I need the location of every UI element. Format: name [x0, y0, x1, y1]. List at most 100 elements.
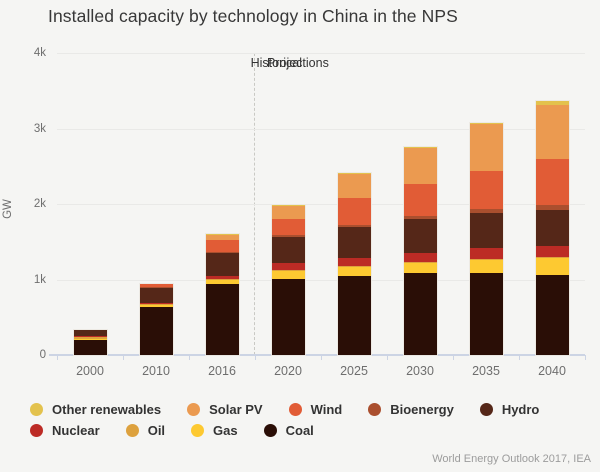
legend-label: Hydro	[501, 402, 540, 417]
legend-swatch-solar-pv	[187, 403, 201, 416]
gridline-3k	[57, 128, 585, 130]
projections-label: Projections	[267, 56, 329, 70]
segment-gas-2025[interactable]	[337, 266, 371, 277]
segment-gas-2030[interactable]	[403, 262, 437, 274]
segment-bioenergy-2030[interactable]	[403, 216, 437, 220]
bar-2040	[535, 101, 569, 355]
legend-item-other-renewables[interactable]: Other renewables	[30, 402, 161, 417]
segment-other-renewables-2025[interactable]	[337, 172, 371, 174]
segment-bioenergy-2025[interactable]	[337, 224, 371, 227]
segment-oil-2020[interactable]	[271, 269, 305, 271]
segment-coal-2025[interactable]	[337, 276, 371, 355]
segment-gas-2010[interactable]	[139, 305, 173, 308]
segment-bioenergy-2016[interactable]	[205, 251, 239, 253]
segment-gas-2040[interactable]	[535, 257, 569, 275]
bar-stack-2030	[403, 146, 437, 355]
legend-item-bioenergy[interactable]: Bioenergy	[368, 402, 454, 417]
segment-coal-2030[interactable]	[403, 273, 437, 355]
segment-other-renewables-2030[interactable]	[403, 146, 437, 148]
legend-label: Bioenergy	[390, 402, 454, 417]
segment-solar-pv-2020[interactable]	[271, 204, 305, 219]
segment-wind-2020[interactable]	[271, 218, 305, 236]
legend-item-nuclear[interactable]: Nuclear	[30, 423, 100, 438]
x-axis-line	[49, 354, 585, 356]
segment-hydro-2040[interactable]	[535, 209, 569, 247]
segment-nuclear-2040[interactable]	[535, 246, 569, 258]
segment-hydro-2025[interactable]	[337, 226, 371, 258]
segment-coal-2016[interactable]	[205, 284, 239, 355]
legend-item-coal[interactable]: Coal	[263, 423, 314, 438]
segment-hydro-2030[interactable]	[403, 219, 437, 254]
segment-wind-2010[interactable]	[139, 283, 173, 287]
segment-hydro-2035[interactable]	[469, 213, 503, 249]
x-axis-label-2010: 2010	[142, 364, 170, 378]
x-axis-label-2035: 2035	[472, 364, 500, 378]
legend-item-oil[interactable]: Oil	[125, 423, 165, 438]
segment-coal-2000[interactable]	[73, 339, 107, 355]
x-axis-tick	[453, 355, 454, 360]
segment-bioenergy-2035[interactable]	[469, 209, 503, 214]
segment-bioenergy-2040[interactable]	[535, 204, 569, 210]
legend-swatch-hydro	[479, 403, 493, 416]
legend-swatch-coal	[263, 424, 277, 437]
segment-hydro-2020[interactable]	[271, 236, 305, 264]
gridline-4k	[57, 53, 585, 54]
segment-nuclear-2035[interactable]	[469, 248, 503, 259]
legend-row-2: Nuclear Oil Gas Coal	[30, 420, 539, 441]
segment-nuclear-2020[interactable]	[271, 263, 305, 270]
legend-item-solar-pv[interactable]: Solar PV	[187, 402, 263, 417]
segment-other-renewables-2035[interactable]	[469, 122, 503, 125]
segment-oil-2010[interactable]	[139, 304, 173, 306]
bar-stack-2040	[535, 101, 569, 355]
segment-coal-2040[interactable]	[535, 274, 569, 355]
segment-gas-2020[interactable]	[271, 270, 305, 279]
x-axis-tick	[321, 355, 322, 360]
segment-coal-2010[interactable]	[139, 307, 173, 355]
segment-gas-2035[interactable]	[469, 259, 503, 274]
legend-item-hydro[interactable]: Hydro	[479, 402, 540, 417]
segment-wind-2030[interactable]	[403, 184, 437, 217]
segment-solar-pv-2016[interactable]	[205, 234, 239, 241]
segment-solar-pv-2035[interactable]	[469, 124, 503, 172]
legend-label: Wind	[310, 402, 343, 417]
y-tick-label-4k: 4k	[33, 47, 46, 59]
segment-wind-2035[interactable]	[469, 171, 503, 209]
bar-stack-2035	[469, 122, 503, 355]
segment-coal-2020[interactable]	[271, 278, 305, 355]
segment-nuclear-2010[interactable]	[139, 303, 173, 305]
x-axis-label-2025: 2025	[340, 364, 368, 378]
segment-wind-2040[interactable]	[535, 159, 569, 205]
segment-hydro-2010[interactable]	[139, 287, 173, 304]
segment-solar-pv-2030[interactable]	[403, 147, 437, 184]
segment-hydro-2000[interactable]	[73, 329, 107, 336]
segment-nuclear-2025[interactable]	[337, 257, 371, 266]
y-tick-label-0: 0	[39, 349, 46, 361]
y-tick-label-1k: 1k	[33, 273, 46, 286]
bar-2025	[337, 172, 371, 355]
segment-bioenergy-2020[interactable]	[271, 235, 305, 237]
chart-title: Installed capacity by technology in Chin…	[48, 6, 458, 26]
segment-oil-2016[interactable]	[205, 278, 239, 280]
x-axis-tick	[57, 355, 58, 360]
legend-item-wind[interactable]: Wind	[288, 402, 343, 417]
legend-label: Solar PV	[209, 402, 263, 417]
segment-gas-2016[interactable]	[205, 279, 239, 285]
legend-swatch-wind	[288, 403, 302, 416]
x-axis-tick	[387, 355, 388, 360]
segment-coal-2035[interactable]	[469, 273, 503, 355]
legend-label: Gas	[213, 423, 238, 438]
x-axis-label-2030: 2030	[406, 364, 434, 378]
y-tick-label-2k: 2k	[33, 198, 46, 210]
segment-other-renewables-2040[interactable]	[535, 101, 569, 105]
bar-stack-2020	[271, 204, 305, 355]
segment-wind-2025[interactable]	[337, 198, 371, 225]
bar-stack-2016	[205, 233, 239, 355]
segment-solar-pv-2040[interactable]	[535, 104, 569, 160]
legend-item-gas[interactable]: Gas	[191, 423, 238, 438]
segment-hydro-2016[interactable]	[205, 252, 239, 276]
segment-solar-pv-2025[interactable]	[337, 173, 371, 199]
segment-nuclear-2030[interactable]	[403, 253, 437, 262]
segment-wind-2016[interactable]	[205, 240, 239, 252]
segment-oil-2000[interactable]	[73, 336, 107, 339]
segment-nuclear-2016[interactable]	[205, 275, 239, 279]
